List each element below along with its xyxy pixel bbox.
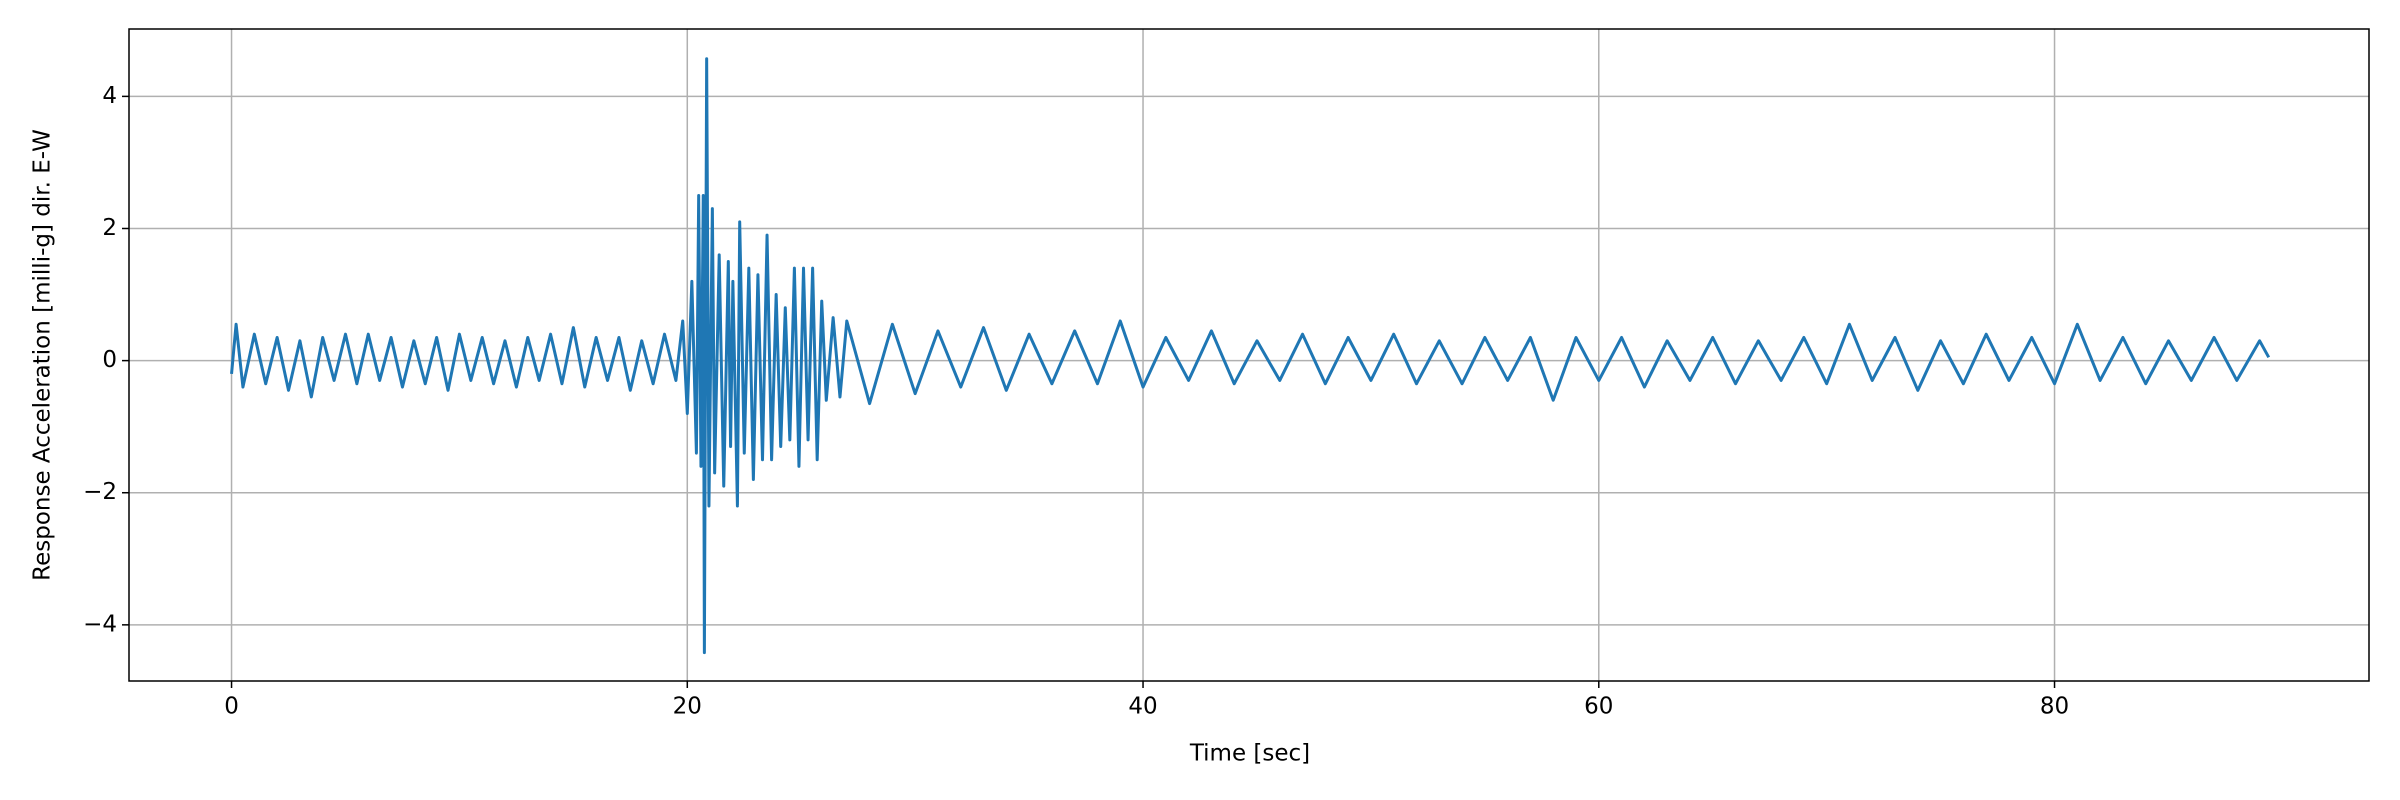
x-tick-label: 60 xyxy=(1584,694,1613,720)
x-tick-label: 20 xyxy=(673,694,702,720)
y-tick-label: −2 xyxy=(83,479,117,505)
plot-frame xyxy=(128,28,2370,682)
y-tick-label: 2 xyxy=(102,215,117,241)
y-tick-label: 4 xyxy=(102,83,117,109)
x-tick-label: 0 xyxy=(224,694,239,720)
y-tick-label: 0 xyxy=(102,347,117,373)
x-tick-label: 40 xyxy=(1128,694,1157,720)
data-line xyxy=(230,57,2271,655)
x-tick-label: 80 xyxy=(2040,694,2069,720)
y-tick-label: −4 xyxy=(83,611,117,637)
y-axis-label: Response Acceleration [milli-g] dir. E-W xyxy=(30,129,56,581)
x-axis-label: Time [sec] xyxy=(1189,741,1310,767)
